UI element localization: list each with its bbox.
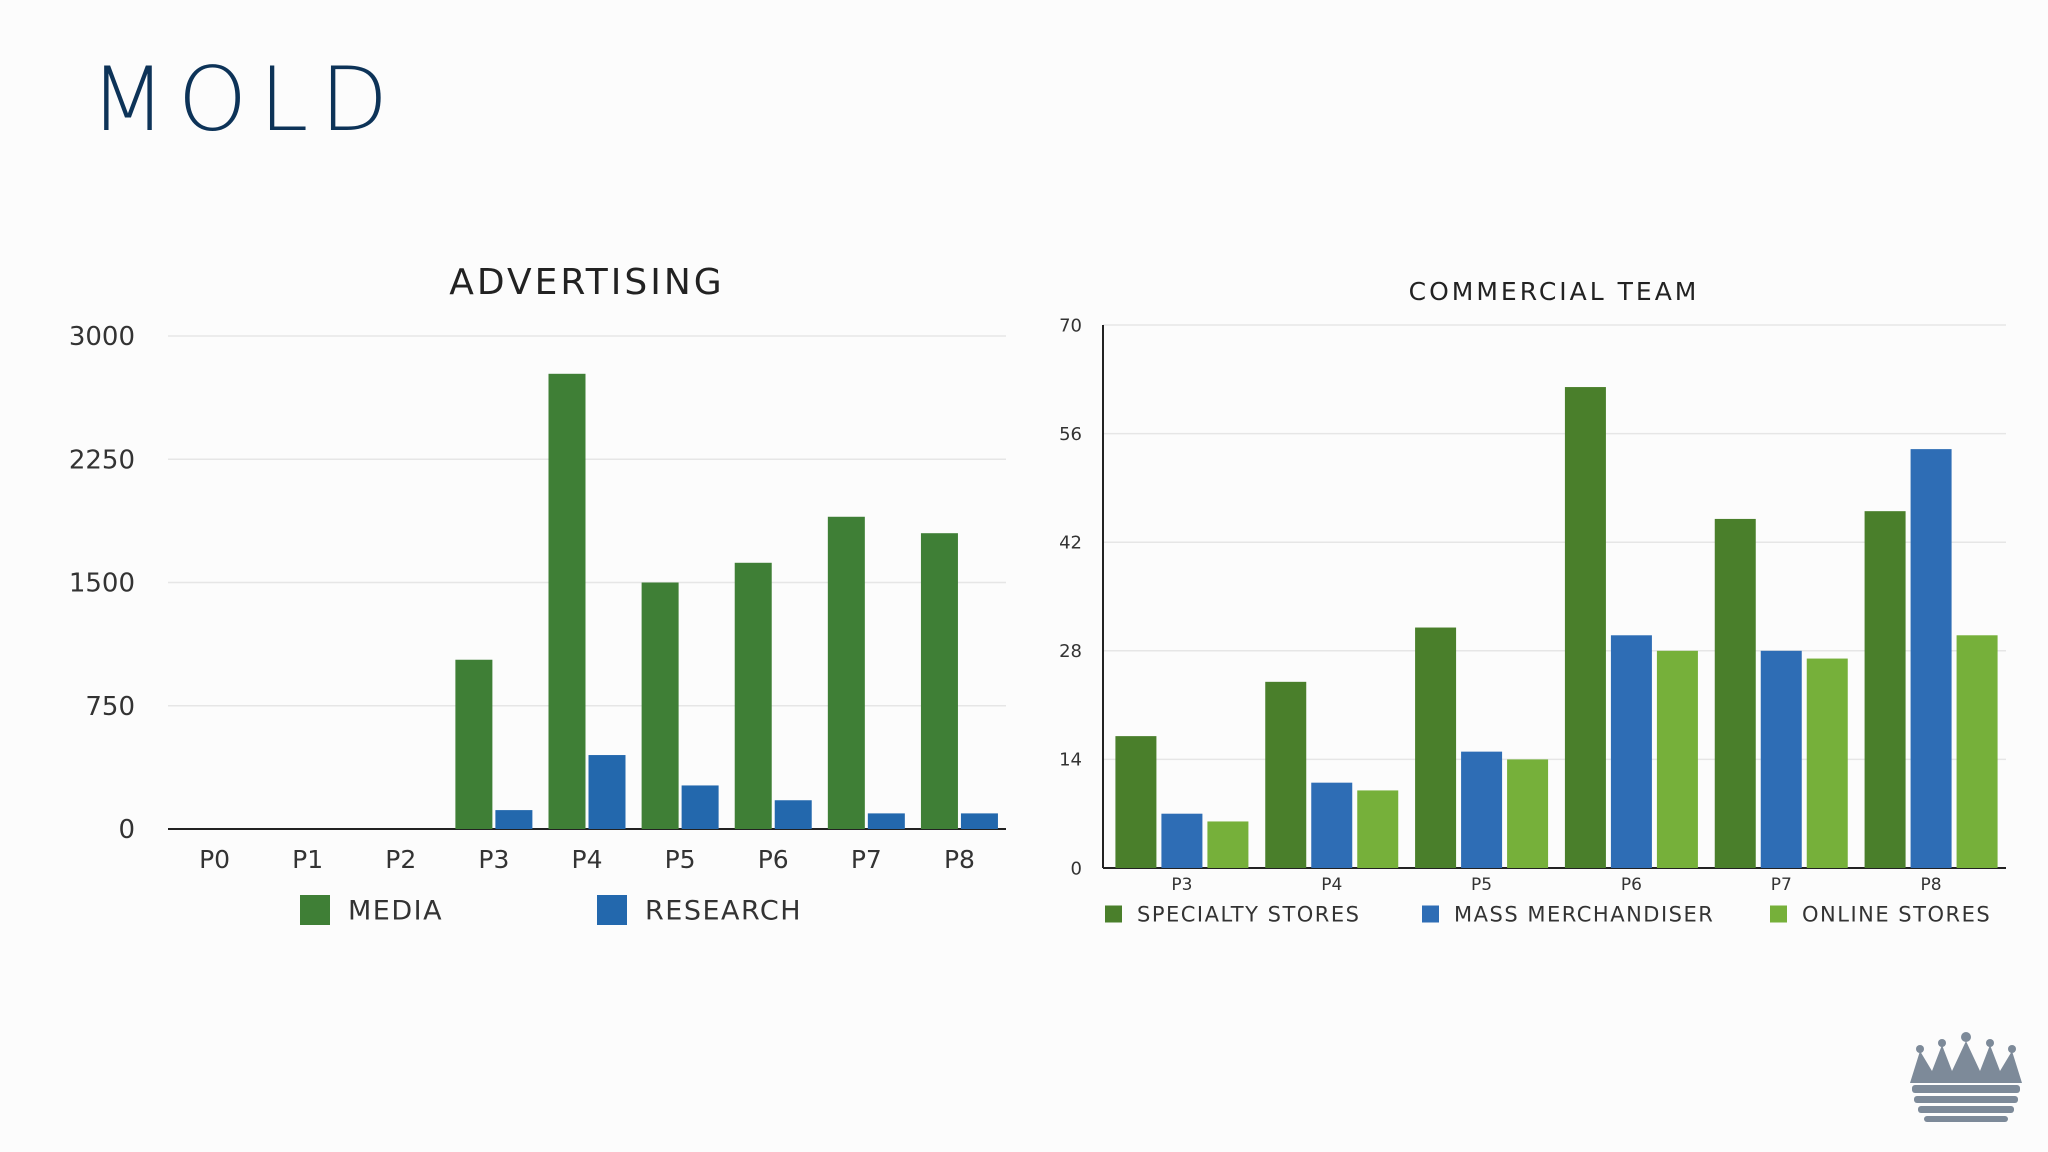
bar-specialty-stores	[1714, 518, 1756, 868]
legend-swatch	[300, 895, 330, 925]
y-tick-label: 3000	[69, 322, 135, 352]
bar-media	[920, 533, 958, 829]
x-tick-label: P1	[292, 845, 323, 874]
x-tick-label: P3	[1171, 875, 1192, 895]
legend-swatch	[1105, 905, 1122, 923]
bar-online-stores	[1357, 790, 1399, 868]
advertising-chart: ADVERTISING 0 750 1500 2250 3000 P0 P1 P2 P3 P4 P5 P…	[69, 262, 1006, 927]
bar-research	[867, 813, 905, 829]
legend-swatch	[1770, 905, 1787, 923]
bar-mass-merchandiser	[1610, 635, 1652, 868]
bar-media	[455, 659, 493, 829]
bar-mass-merchandiser	[1910, 449, 1952, 868]
x-tick-label: P8	[1921, 875, 1942, 895]
x-tick-label: P5	[1471, 875, 1492, 895]
chart-title: ADVERTISING	[449, 262, 724, 303]
y-tick-label: 70	[1059, 315, 1082, 336]
y-tick-label: 1500	[69, 569, 135, 599]
bar-research	[495, 810, 533, 829]
bar-media	[641, 582, 679, 829]
slide-title: MOLD	[90, 48, 400, 151]
bar-mass-merchandiser	[1311, 782, 1353, 868]
bar-research	[681, 785, 719, 829]
crown-icon	[1910, 1032, 2022, 1122]
x-tick-label: P3	[478, 845, 509, 874]
y-tick-label: 2250	[69, 445, 135, 475]
y-tick-label: 28	[1059, 641, 1082, 662]
x-tick-label: P7	[851, 845, 882, 874]
bar-media	[827, 516, 865, 829]
x-tick-label: P5	[665, 845, 696, 874]
bar-online-stores	[1656, 650, 1698, 868]
bar-mass-merchandiser	[1760, 650, 1802, 868]
x-tick-label: P0	[199, 845, 230, 874]
x-tick-label: P6	[1621, 875, 1642, 895]
bar-research	[588, 755, 626, 829]
x-tick-label: P4	[572, 845, 603, 874]
legend-label: MEDIA	[348, 896, 443, 927]
bar-specialty-stores	[1564, 387, 1606, 868]
legend-label: MASS MERCHANDISER	[1454, 903, 1714, 927]
x-tick-label: P7	[1771, 875, 1792, 895]
bar-online-stores	[1207, 821, 1249, 868]
y-tick-label: 750	[85, 692, 135, 722]
bar-specialty-stores	[1115, 736, 1157, 868]
bar-specialty-stores	[1864, 511, 1906, 868]
bar-mass-merchandiser	[1161, 813, 1203, 868]
y-tick-label: 56	[1059, 424, 1082, 445]
legend-swatch	[1422, 905, 1439, 923]
y-tick-label: 42	[1059, 533, 1082, 554]
legend-swatch	[597, 895, 627, 925]
legend-label: ONLINE STORES	[1802, 903, 1991, 927]
bar-research	[960, 813, 998, 829]
bar-specialty-stores	[1265, 681, 1307, 868]
x-tick-label: P6	[758, 845, 789, 874]
bar-online-stores	[1956, 635, 1998, 868]
legend-label: RESEARCH	[645, 896, 802, 927]
legend-label: SPECIALTY STORES	[1137, 903, 1361, 927]
y-tick-label: 14	[1059, 750, 1082, 771]
bar-mass-merchandiser	[1461, 751, 1503, 868]
bar-specialty-stores	[1415, 627, 1457, 868]
bar-research	[774, 800, 812, 829]
bar-media	[734, 562, 772, 829]
bar-online-stores	[1507, 759, 1549, 868]
x-tick-label: P2	[385, 845, 416, 874]
bar-online-stores	[1806, 658, 1848, 868]
chart-title: COMMERCIAL TEAM	[1409, 277, 1700, 306]
bar-media	[548, 373, 586, 829]
x-tick-label: P4	[1321, 875, 1342, 895]
y-tick-label: 0	[118, 815, 135, 845]
x-tick-label: P8	[944, 845, 975, 874]
commercial-team-chart: COMMERCIAL TEAM 0 14 28 42 56 70 P3 P4 P5 P6 P7 P8 SP…	[1059, 277, 2006, 927]
y-tick-label: 0	[1071, 858, 1082, 879]
